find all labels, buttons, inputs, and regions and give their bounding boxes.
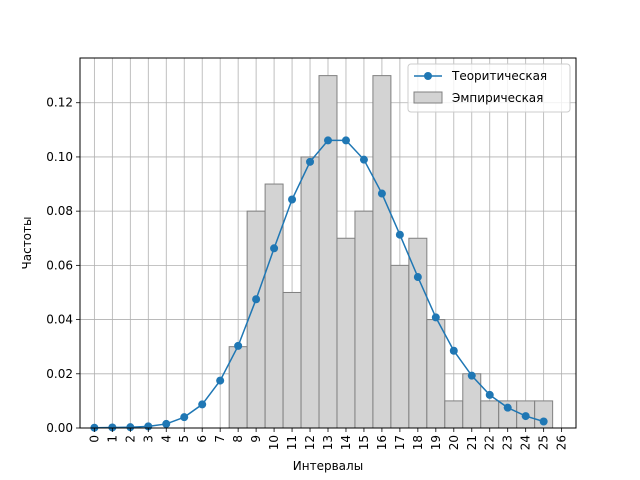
empirical-bars (228, 75, 554, 429)
x-tick-label: 16 (375, 435, 389, 450)
bar (372, 75, 392, 429)
bar (264, 183, 284, 429)
bar (390, 264, 410, 429)
data-point (413, 273, 422, 282)
y-tick-label: 0.06 (46, 258, 73, 272)
bar (354, 210, 374, 429)
x-tick-label: 22 (483, 435, 497, 450)
data-point (395, 230, 404, 239)
x-tick-label: 23 (501, 435, 515, 450)
bar (336, 237, 356, 429)
bar (300, 156, 320, 429)
data-point (539, 417, 548, 426)
x-tick-label: 14 (339, 435, 353, 450)
x-tick-label: 10 (267, 435, 281, 450)
legend-bar-label: Эмпирическая (452, 91, 543, 105)
x-tick-label: 3 (141, 435, 155, 443)
data-point (341, 136, 350, 145)
data-point (359, 155, 368, 164)
data-point (306, 157, 315, 166)
y-tick-label: 0.10 (46, 150, 73, 164)
data-point (324, 136, 332, 145)
x-tick-label: 19 (429, 435, 443, 450)
x-tick-label: 20 (447, 435, 461, 450)
bar (444, 400, 464, 429)
data-point (108, 423, 117, 432)
data-point (198, 400, 207, 409)
data-point (126, 423, 135, 432)
data-point (216, 376, 225, 385)
data-point (180, 413, 189, 422)
x-tick-label: 24 (519, 435, 533, 450)
legend-box (407, 63, 571, 113)
x-axis-ticks: 0 1 2 3 4 5 6 7 8 9 10 11 12 13 14 15 16 17 18 19 20 21 22 23 24… (87, 428, 569, 450)
x-tick-label: 18 (411, 435, 425, 450)
bar (408, 237, 428, 429)
x-tick-label: 12 (303, 435, 317, 450)
y-tick-label: 0.12 (46, 96, 73, 110)
data-point (431, 313, 440, 322)
y-axis-label: Частоты (20, 217, 34, 270)
y-tick-label: 0.04 (46, 313, 73, 327)
data-point (521, 412, 530, 421)
data-point (270, 244, 279, 253)
legend-dot-marker (424, 72, 432, 80)
x-tick-label: 0 (87, 435, 101, 443)
y-tick-label: 0.02 (46, 367, 73, 381)
legend: Теоритическая Эмпирическая (407, 63, 571, 113)
x-tick-label: 26 (555, 435, 569, 450)
x-tick-label: 17 (393, 435, 407, 450)
data-point (162, 419, 171, 428)
y-tick-label: 0.08 (46, 204, 73, 218)
x-tick-label: 13 (321, 435, 335, 450)
x-tick-label: 4 (159, 435, 173, 443)
x-tick-label: 21 (465, 435, 479, 450)
bar (426, 319, 446, 429)
y-axis-ticks: 0.00 0.02 0.04 0.06 0.08 0.10 0.12 (46, 96, 80, 435)
data-point (485, 390, 494, 399)
x-axis-label: Интервалы (293, 459, 363, 473)
y-tick-label: 0.00 (46, 421, 73, 435)
legend-bar-marker (413, 91, 443, 104)
data-point (234, 341, 243, 350)
x-tick-label: 9 (249, 435, 263, 443)
data-point (449, 346, 458, 355)
data-point (503, 403, 512, 412)
x-tick-label: 6 (195, 435, 209, 443)
x-tick-label: 7 (213, 435, 227, 443)
x-tick-label: 25 (537, 435, 551, 450)
x-tick-label: 8 (231, 435, 245, 443)
x-tick-label: 1 (105, 435, 119, 443)
bar (480, 400, 500, 429)
legend-line-label: Теоритическая (451, 69, 547, 83)
data-point (252, 295, 261, 304)
x-tick-label: 2 (123, 435, 137, 443)
x-tick-label: 15 (357, 435, 371, 450)
x-tick-label: 5 (177, 435, 191, 443)
bar (246, 210, 266, 429)
bar (318, 75, 338, 429)
data-point (377, 189, 386, 198)
x-tick-label: 11 (285, 435, 299, 450)
bar (282, 291, 302, 429)
theoretical-line (90, 136, 548, 432)
data-point (288, 195, 297, 204)
data-point (467, 371, 476, 380)
